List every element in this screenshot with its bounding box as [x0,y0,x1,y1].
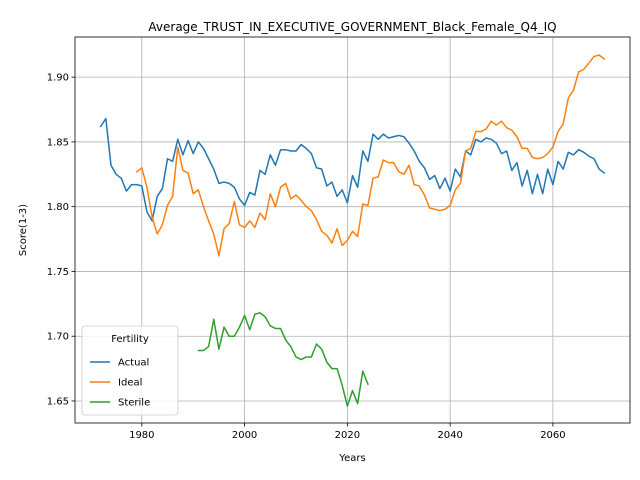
y-axis: 1.65 1.70 1.75 1.80 1.85 1.90 [47,73,75,407]
y-tick-label: 1.80 [47,202,69,213]
legend-label-sterile: Sterile [118,398,150,409]
chart-title: Average_TRUST_IN_EXECUTIVE_GOVERNMENT_Bl… [148,20,556,34]
plot-area-frame [74,36,631,424]
x-tick-label: 1980 [129,430,154,441]
legend-label-ideal: Ideal [118,378,142,389]
legend-title: Fertility [111,334,149,345]
y-tick-label: 1.85 [47,137,69,148]
y-tick-label: 1.75 [47,267,69,278]
x-tick-label: 2040 [437,430,462,441]
y-tick-label: 1.65 [47,396,69,407]
y-tick-label: 1.90 [47,73,69,84]
y-axis-label: Score(1-3) [18,204,29,256]
legend-entries: Actual Ideal Sterile [90,358,150,409]
legend-label-actual: Actual [118,358,149,369]
x-tick-label: 2060 [540,430,565,441]
x-tick-label: 2000 [232,430,257,441]
x-tick-label: 2020 [335,430,360,441]
y-tick-label: 1.70 [47,332,69,343]
series-lines [99,54,606,407]
series-line-actual [99,117,606,222]
x-axis: 1980 2000 2020 2040 2060 [129,423,566,441]
series-line-ideal [135,54,606,257]
series-line-sterile [197,312,369,407]
x-axis-label: Years [338,453,365,464]
legend: Fertility Actual Ideal Sterile [81,325,179,416]
legend-box [81,325,179,416]
